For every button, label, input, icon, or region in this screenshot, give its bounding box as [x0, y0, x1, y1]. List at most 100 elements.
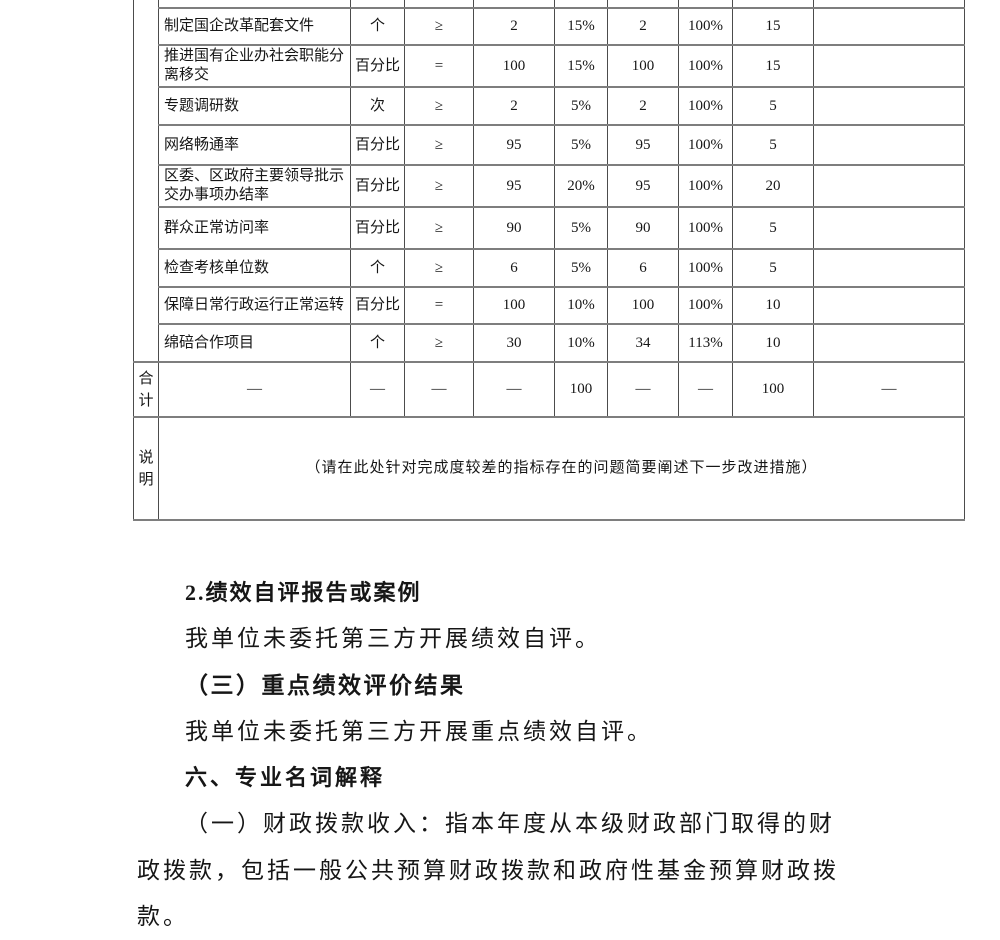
unit-cell: 个 [350, 323, 405, 363]
note-cell [813, 124, 965, 166]
phantom-cell [350, 0, 405, 9]
completion-rate-cell: 100% [678, 44, 733, 88]
target-value-cell: 6 [473, 248, 555, 288]
paragraph-fiscal-funding-line3: 款。 [137, 904, 189, 930]
target-value-cell: 95 [473, 124, 555, 166]
note-cell [813, 7, 965, 46]
phantom-cell [678, 0, 733, 9]
score-cell: 5 [732, 124, 814, 166]
indicator-name-cell: 群众正常访问率 [158, 206, 351, 250]
phantom-cell [813, 0, 965, 9]
table-row: 绵碚合作项目个 ≥30 10% 34 113% 10 [134, 323, 965, 363]
completion-value-cell: 100 [607, 44, 679, 88]
target-value-cell: 90 [473, 206, 555, 250]
total-operator-cell: — [404, 361, 474, 418]
total-target-value-cell: — [473, 361, 555, 418]
heading-terminology: 六、专业名词解释 [185, 765, 386, 791]
weight-cell: 5% [554, 206, 608, 250]
completion-rate-cell: 100% [678, 7, 733, 46]
score-cell: 5 [732, 248, 814, 288]
completion-rate-cell: 100% [678, 286, 733, 325]
table-row: 推进国有企业办社会职能分离移交 百分比 = 100 15% 100 100% 15 [134, 44, 965, 88]
note-cell [813, 206, 965, 250]
paragraph-no-third-party-self-eval: 我单位未委托第三方开展绩效自评。 [185, 626, 601, 652]
weight-cell: 20% [554, 164, 608, 208]
target-value-cell: 100 [473, 286, 555, 325]
completion-value-cell: 100 [607, 286, 679, 325]
phantom-cell [554, 0, 608, 9]
indicator-name-cell: 绵碚合作项目 [158, 323, 351, 363]
operator-cell: = [404, 44, 474, 88]
operator-cell: ≥ [404, 164, 474, 208]
weight-cell: 10% [554, 286, 608, 325]
operator-cell: ≥ [404, 86, 474, 126]
operator-cell: ≥ [404, 206, 474, 250]
weight-cell: 5% [554, 86, 608, 126]
completion-value-cell: 34 [607, 323, 679, 363]
weight-cell: 10% [554, 323, 608, 363]
table-row: 专题调研数次 ≥2 5% 2 100% 5 [134, 86, 965, 126]
phantom-cell [158, 0, 351, 9]
operator-cell: ≥ [404, 7, 474, 46]
remark-text-cell: （请在此处针对完成度较差的指标存在的问题简要阐述下一步改进措施） [158, 416, 965, 521]
note-cell [813, 286, 965, 325]
unit-cell: 百分比 [350, 44, 405, 88]
remark-row: 说明 （请在此处针对完成度较差的指标存在的问题简要阐述下一步改进措施） [133, 416, 965, 521]
table-phantom-row [133, 0, 965, 363]
completion-rate-cell: 100% [678, 124, 733, 166]
table-row: 保障日常行政运行正常运转 百分比 = 100 10% 100 100% 10 [134, 286, 965, 325]
score-cell: 15 [732, 44, 814, 88]
target-value-cell: 2 [473, 7, 555, 46]
unit-cell: 个 [350, 248, 405, 288]
performance-indicator-table: 制定国企改革配套文件个 ≥2 15% 2 100% 15 推进国有企业办社会职能分离移交 百分… [133, 0, 965, 521]
target-value-cell: 30 [473, 323, 555, 363]
total-name-cell: — [158, 361, 351, 418]
score-cell: 10 [732, 286, 814, 325]
note-cell [813, 164, 965, 208]
operator-cell: ≥ [404, 323, 474, 363]
table-row: 制定国企改革配套文件个 ≥2 15% 2 100% 15 [134, 7, 965, 46]
table-row: 检查考核单位数个 ≥6 5% 6 100% 5 [134, 248, 965, 288]
completion-rate-cell: 100% [678, 164, 733, 208]
note-cell [813, 86, 965, 126]
completion-value-cell: 2 [607, 86, 679, 126]
unit-cell: 次 [350, 86, 405, 126]
note-cell [813, 323, 965, 363]
score-cell: 15 [732, 7, 814, 46]
target-value-cell: 100 [473, 44, 555, 88]
total-weight-cell: 100 [554, 361, 608, 418]
weight-cell: 15% [554, 44, 608, 88]
weight-cell: 15% [554, 7, 608, 46]
completion-rate-cell: 100% [678, 248, 733, 288]
completion-value-cell: 6 [607, 248, 679, 288]
score-cell: 5 [732, 86, 814, 126]
phantom-cell [607, 0, 679, 9]
phantom-cell [473, 0, 555, 9]
score-cell: 10 [732, 323, 814, 363]
document-body: 2.绩效自评报告或案例 我单位未委托第三方开展绩效自评。 （三）重点绩效评价结果… [137, 570, 873, 940]
completion-rate-cell: 100% [678, 206, 733, 250]
note-cell [813, 44, 965, 88]
total-score-cell: 100 [732, 361, 814, 418]
total-completion-value-cell: — [607, 361, 679, 418]
heading-key-performance-results: （三）重点绩效评价结果 [185, 672, 466, 698]
completion-value-cell: 95 [607, 124, 679, 166]
unit-cell: 百分比 [350, 206, 405, 250]
total-row: 合计 — — — —100— —100— [133, 361, 965, 418]
indicator-name-cell: 检查考核单位数 [158, 248, 351, 288]
total-note-cell: — [813, 361, 965, 418]
indicator-name-cell: 专题调研数 [158, 86, 351, 126]
indicator-name-cell: 制定国企改革配套文件 [158, 7, 351, 46]
phantom-cell [732, 0, 814, 9]
total-completion-rate-cell: — [678, 361, 733, 418]
weight-cell: 5% [554, 124, 608, 166]
table-row: 区委、区政府主要领导批示交办事项办结率 百分比 ≥95 20% 95 100% 20 [134, 164, 965, 208]
paragraph-fiscal-funding-line1: （一）财政拨款收入：指本年度从本级财政部门取得的财 [185, 811, 835, 837]
target-value-cell: 2 [473, 86, 555, 126]
heading-self-eval-report: 2.绩效自评报告或案例 [185, 580, 422, 605]
table-row: 群众正常访问率 百分比 ≥90 5% 90 100% 5 [134, 206, 965, 250]
target-value-cell: 95 [473, 164, 555, 208]
unit-cell: 百分比 [350, 286, 405, 325]
indicator-name-cell: 区委、区政府主要领导批示交办事项办结率 [158, 164, 351, 208]
paragraph-no-third-party-key-eval: 我单位未委托第三方开展重点绩效自评。 [185, 718, 653, 744]
